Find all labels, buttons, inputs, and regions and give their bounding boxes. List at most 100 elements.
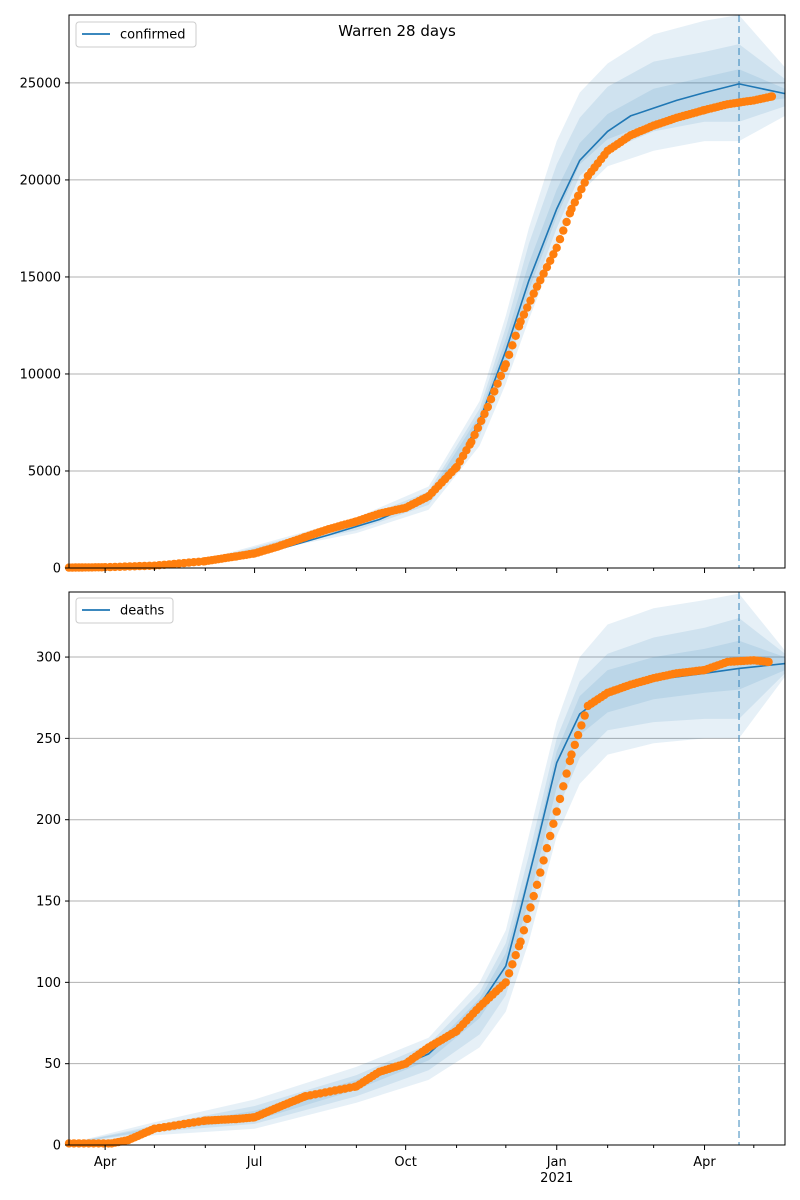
observed-point — [508, 960, 517, 969]
observed-point — [477, 416, 486, 426]
observed-point — [532, 880, 542, 889]
y-tick-label: 5000 — [28, 464, 61, 479]
observed-point — [523, 914, 532, 924]
observed-point — [539, 856, 548, 865]
confidence-bands — [69, 15, 785, 568]
confidence-band — [69, 640, 785, 1144]
observed-point — [486, 395, 496, 404]
observed-point — [529, 289, 538, 298]
deaths-panel: 0 50 100 150 200 250 300 Apr Jul Oct Jan Apr death… — [36, 591, 786, 1186]
observed-point — [767, 92, 777, 101]
legend-label: confirmed — [120, 28, 186, 43]
observed-point — [529, 891, 538, 901]
x-tick-label: Oct — [394, 1155, 416, 1170]
legend: deaths — [75, 597, 174, 624]
observed-point — [552, 807, 561, 816]
observed-point — [493, 379, 502, 388]
observed-points — [64, 92, 777, 572]
y-tick-label: 250 — [36, 732, 61, 747]
gridlines — [69, 82, 785, 472]
observed-point — [504, 969, 514, 978]
y-tick-label: 200 — [36, 813, 61, 828]
observed-point — [570, 198, 579, 207]
observed-point — [539, 269, 548, 278]
y-tick-label: 0 — [53, 1139, 61, 1154]
observed-point — [526, 903, 535, 912]
observed-point — [567, 204, 576, 214]
observed-point — [511, 951, 520, 960]
observed-point — [577, 721, 586, 730]
confirmed-panel: 0 5000 10000 15000 20000 25000 confirmed Warr… — [20, 14, 786, 577]
y-tick-label: 10000 — [20, 367, 61, 382]
observed-point — [536, 276, 545, 285]
confidence-band — [69, 618, 785, 1144]
observed-point — [483, 402, 492, 412]
y-tick-label: 20000 — [20, 173, 61, 188]
observed-point — [542, 844, 552, 853]
observed-point — [467, 437, 476, 447]
y-tick-label: 0 — [53, 562, 61, 577]
observed-point — [559, 782, 568, 791]
observed-point — [501, 360, 510, 369]
y-tick-label: 25000 — [20, 76, 61, 91]
legend-box — [75, 21, 197, 48]
y-tick-label: 300 — [36, 651, 61, 666]
x-axis: Apr Jul Oct Jan Apr — [94, 1145, 755, 1170]
observed-point — [555, 794, 565, 804]
legend-box — [75, 597, 174, 624]
observed-point — [504, 350, 514, 359]
y-axis: 0 50 100 150 200 250 300 — [36, 651, 69, 1154]
confidence-band — [69, 593, 785, 1144]
observed-point — [523, 303, 532, 312]
observed-point — [473, 423, 483, 433]
observed-point — [546, 831, 555, 841]
observed-point — [764, 657, 773, 667]
y-tick-label: 50 — [44, 1057, 61, 1072]
observed-point — [501, 978, 510, 987]
observed-point — [580, 711, 589, 720]
observed-point — [536, 868, 545, 877]
observed-points — [64, 656, 773, 1148]
x-tick-label: Apr — [94, 1155, 117, 1170]
x-tick-label: Jan — [546, 1155, 567, 1170]
observed-point — [562, 769, 571, 778]
plot-frame — [68, 591, 786, 1146]
observed-point — [562, 217, 571, 227]
observed-point — [565, 756, 575, 766]
plot-frame — [68, 14, 786, 569]
y-tick-label: 100 — [36, 976, 61, 991]
legend: confirmed — [75, 21, 197, 48]
y-tick-label: 150 — [36, 895, 61, 910]
legend-label: deaths — [120, 604, 165, 619]
confidence-band — [69, 44, 785, 568]
observed-point — [567, 750, 576, 759]
observed-point — [508, 341, 517, 350]
y-tick-label: 15000 — [20, 270, 61, 285]
x-axis-year-label: 2021 — [540, 1171, 573, 1186]
observed-point — [470, 430, 479, 440]
observed-point — [573, 730, 583, 740]
observed-point — [549, 250, 558, 259]
observed-point — [532, 282, 542, 291]
chart-title: Warren 28 days — [338, 22, 456, 40]
observed-point — [546, 256, 555, 265]
observed-point — [526, 296, 535, 305]
observed-point — [552, 243, 561, 252]
observed-point — [542, 263, 552, 272]
gridlines — [69, 656, 785, 1065]
observed-point — [555, 235, 565, 244]
observed-point — [549, 819, 558, 828]
observed-point — [519, 926, 529, 935]
observed-point — [490, 387, 499, 396]
observed-point — [516, 317, 525, 326]
x-tick-label: Apr — [693, 1155, 716, 1170]
observed-point — [573, 191, 583, 200]
observed-point — [570, 740, 579, 750]
x-axis — [104, 568, 755, 573]
observed-point — [577, 185, 586, 194]
observed-point — [496, 371, 506, 381]
observed-point — [580, 178, 589, 187]
observed-point — [516, 937, 525, 946]
x-tick-label: Jul — [246, 1155, 263, 1170]
